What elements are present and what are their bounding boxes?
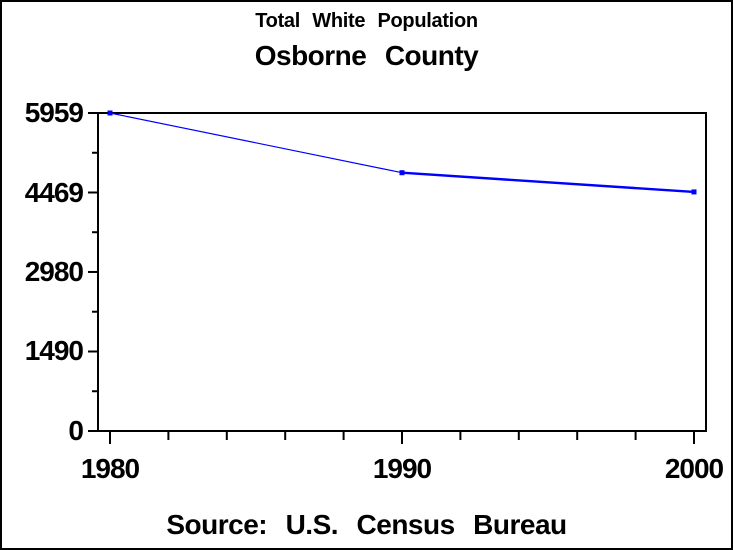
chart-title: Total White Population bbox=[255, 10, 478, 32]
y-tick-label: 4469 bbox=[24, 176, 84, 208]
source-footnote: Source: U.S. Census Bureau bbox=[166, 509, 567, 540]
data-line-segment bbox=[109, 112, 403, 174]
plot-frame bbox=[97, 112, 707, 432]
y-tick-label: 2980 bbox=[24, 255, 84, 287]
y-tick-label: 1490 bbox=[24, 335, 84, 367]
x-tick-label: 1980 bbox=[80, 453, 140, 484]
data-point-marker bbox=[107, 110, 113, 116]
chart-subtitle: Osborne County bbox=[254, 40, 479, 71]
y-tick-label: 0 bbox=[68, 415, 84, 446]
y-tick-label: 5959 bbox=[24, 97, 84, 128]
x-tick-label: 1990 bbox=[372, 453, 432, 484]
data-point-marker bbox=[691, 189, 697, 195]
data-line-segment bbox=[401, 171, 695, 194]
data-point-marker bbox=[399, 170, 405, 176]
x-tick-label: 2000 bbox=[664, 453, 724, 484]
